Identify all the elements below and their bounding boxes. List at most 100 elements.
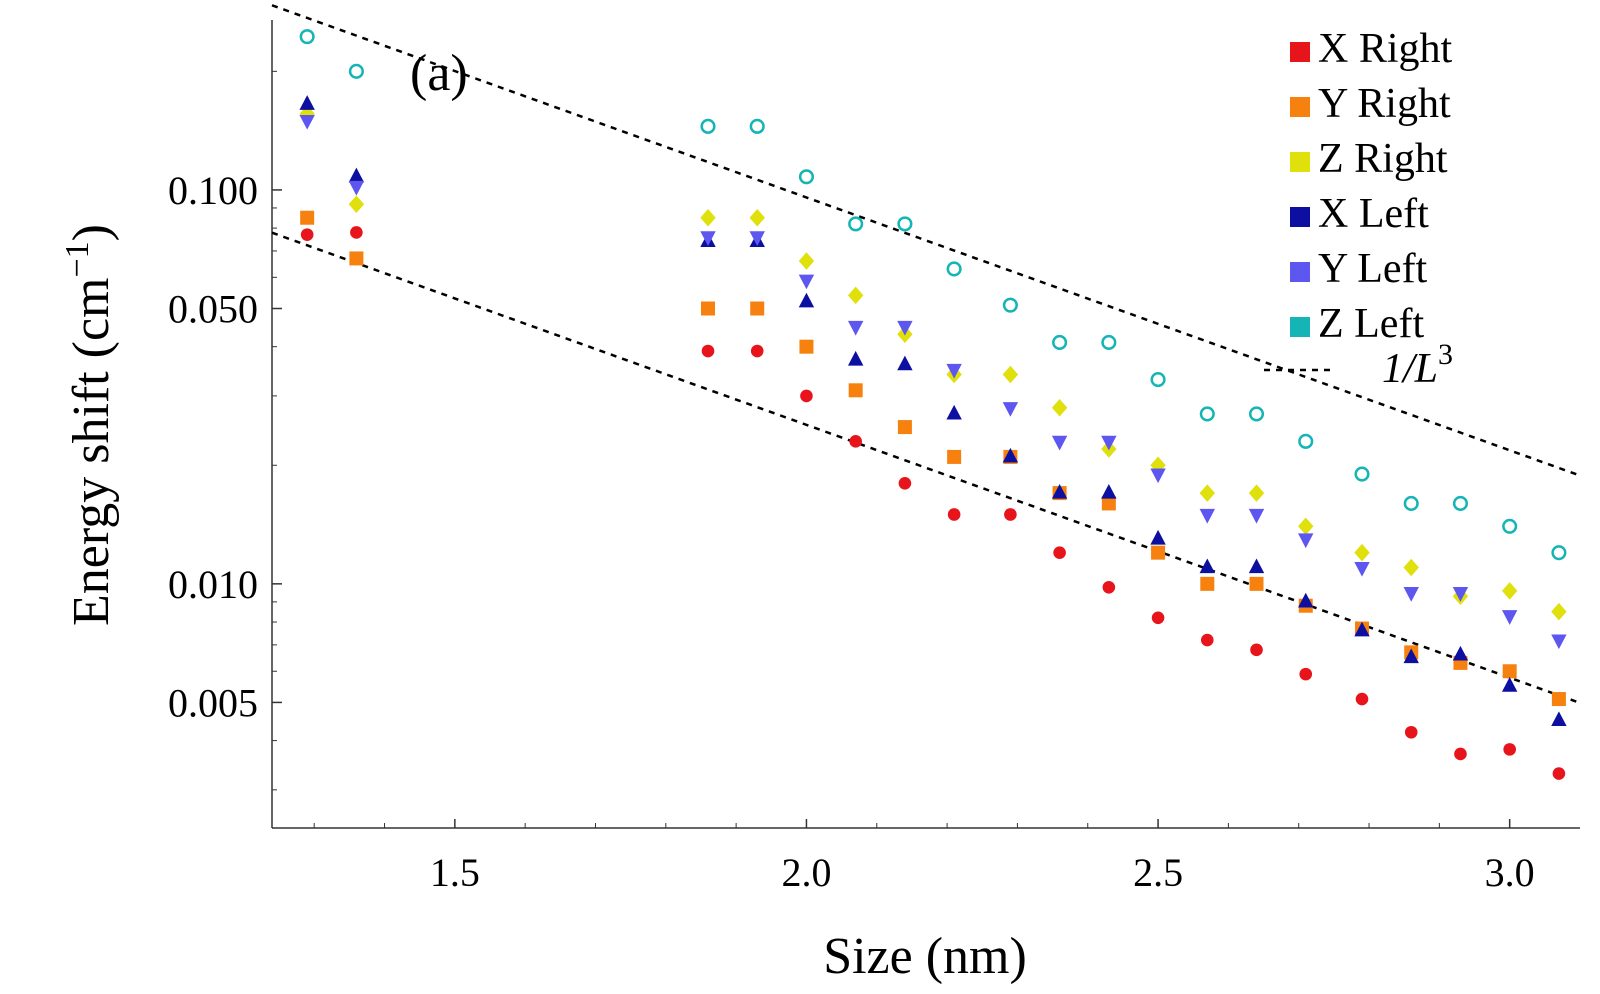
data-point (1199, 558, 1215, 574)
data-point (847, 286, 864, 305)
data-point (1102, 581, 1116, 594)
reference-line (271, 231, 1581, 705)
data-point (750, 344, 764, 358)
y-axis-title: Energy shift (cm−1) (59, 224, 120, 626)
data-point (1298, 517, 1314, 536)
data-point (350, 226, 363, 239)
data-point (897, 355, 913, 371)
data-point (798, 274, 815, 290)
data-point (1501, 677, 1518, 692)
data-point (1053, 546, 1066, 559)
data-point (1248, 406, 1265, 422)
x-tick-label: 3.0 (1485, 850, 1535, 895)
data-point (750, 301, 765, 316)
data-point (947, 508, 961, 521)
data-point (897, 320, 913, 336)
data-point (1150, 372, 1166, 388)
y-axis-title-end: ) (63, 224, 120, 241)
data-point (1299, 667, 1313, 681)
data-point (798, 169, 815, 185)
data-point (700, 208, 716, 227)
data-point (1403, 558, 1419, 577)
x-tick-label: 1.5 (430, 850, 480, 895)
data-point (799, 339, 814, 354)
data-point (1551, 634, 1567, 650)
data-point (1199, 508, 1215, 524)
data-point (1298, 433, 1314, 449)
data-point (1298, 533, 1314, 549)
data-point (847, 350, 864, 366)
data-point (1101, 334, 1117, 351)
data-point (1151, 545, 1166, 560)
data-point (1551, 711, 1567, 727)
reference-lines (271, 4, 1581, 705)
data-point (1452, 645, 1469, 661)
data-points (299, 29, 1567, 780)
data-point (1354, 561, 1370, 577)
data-point (1502, 664, 1517, 679)
legend: X Right Y Right Z Right X Left Y Left Z Left1… (1264, 26, 1453, 392)
data-point (1503, 743, 1516, 756)
legend-swatch (1290, 317, 1310, 337)
data-point (700, 118, 716, 134)
legend-swatch (1290, 97, 1310, 117)
data-point (1002, 447, 1019, 463)
data-point (1101, 435, 1117, 451)
data-point (1552, 767, 1566, 780)
data-point (848, 383, 863, 398)
panel-label: (a) (410, 45, 468, 102)
data-point (1250, 643, 1263, 657)
data-point (300, 210, 315, 225)
y-tick-label: 0.010 (168, 562, 258, 607)
y-tick-label: 0.005 (168, 680, 258, 725)
data-point (1354, 621, 1370, 637)
data-point (798, 292, 815, 308)
data-point (749, 118, 765, 134)
y-tick-label: 0.050 (168, 287, 258, 332)
legend-swatch (1290, 152, 1310, 172)
data-point (1002, 365, 1019, 384)
data-point (1199, 484, 1215, 502)
data-point (847, 320, 864, 336)
data-point (800, 389, 813, 403)
legend-label: Z Left (1318, 301, 1424, 347)
data-point (946, 261, 962, 277)
data-point (1354, 466, 1370, 482)
data-point (1101, 483, 1117, 499)
data-point (1199, 406, 1215, 422)
data-point (749, 231, 765, 246)
data-point (299, 114, 315, 130)
data-point (946, 363, 962, 379)
data-point (1403, 648, 1419, 664)
data-point (348, 63, 364, 79)
data-point (1403, 587, 1419, 602)
data-point (798, 252, 815, 270)
data-point (848, 216, 864, 232)
data-point (1454, 747, 1467, 761)
legend-label: X Right (1318, 26, 1453, 72)
legend-label: Y Left (1318, 246, 1428, 292)
data-point (946, 404, 962, 420)
data-point (348, 167, 365, 183)
reference-line (271, 4, 1581, 477)
y-axis-title-main: Energy shift (cm (63, 278, 120, 627)
data-point (700, 231, 716, 246)
data-point (349, 251, 364, 266)
legend-label-main: 1/L (1382, 346, 1438, 392)
data-point (348, 195, 365, 213)
axes: 1.5 2.0 2.5 3.0 0.005 0.010 0.050 0.100 (168, 20, 1580, 895)
data-point (1501, 610, 1518, 625)
legend-swatch (1290, 262, 1310, 282)
data-point (1004, 508, 1017, 521)
data-point (1551, 602, 1567, 621)
data-point (1249, 576, 1264, 591)
data-point (1101, 496, 1116, 511)
data-point (1551, 545, 1567, 561)
legend-label: Y Right (1318, 81, 1451, 127)
data-point (1052, 334, 1068, 351)
y-axis-title-sup: −1 (59, 241, 96, 277)
legend-label: X Left (1318, 191, 1429, 237)
data-point (299, 29, 315, 45)
data-point (1404, 725, 1418, 739)
